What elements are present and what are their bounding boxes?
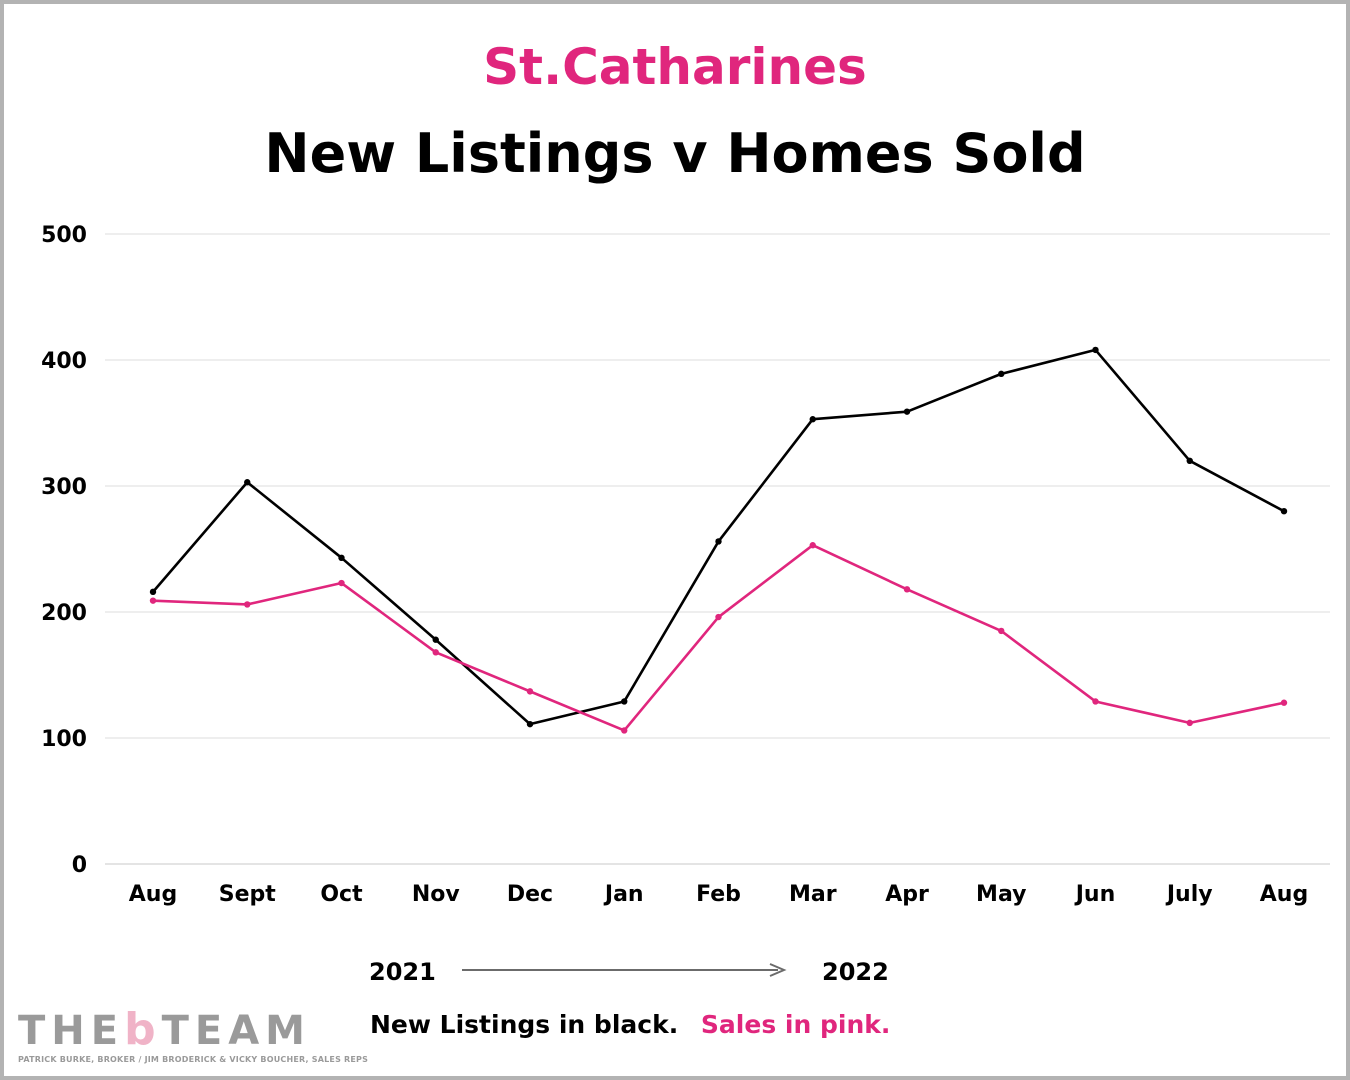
data-point xyxy=(526,688,534,695)
legend-sales: Sales in pink. xyxy=(700,1010,891,1039)
x-tick-label: Feb xyxy=(696,882,741,907)
arrow-right-icon xyxy=(462,963,787,977)
x-tick-label: Jan xyxy=(603,882,644,907)
data-point xyxy=(1186,719,1193,727)
chart-title: New Listings v Homes Sold xyxy=(264,122,1086,185)
data-point xyxy=(998,627,1005,635)
y-tick-label: 0 xyxy=(72,853,87,878)
logo-b: b xyxy=(124,1004,162,1055)
data-point xyxy=(244,601,251,608)
y-tick-label: 200 xyxy=(41,601,87,626)
logo-wordmark: THEbTEAM xyxy=(18,1004,308,1055)
data-point xyxy=(715,613,722,621)
logo-word-the: THE xyxy=(18,1008,125,1054)
year-start-label: 2021 xyxy=(369,958,436,986)
data-point xyxy=(1280,508,1288,515)
data-point xyxy=(1092,698,1099,705)
year-end-label: 2022 xyxy=(822,958,889,986)
data-point xyxy=(903,408,911,415)
x-tick-label: Mar xyxy=(789,882,837,907)
data-point xyxy=(621,698,628,705)
legend-listings: New Listings in black. xyxy=(370,1010,679,1039)
the-b-team-logo: THEbTEAM PATRICK BURKE, BROKER / JIM BRO… xyxy=(18,1004,369,1064)
data-point xyxy=(1280,699,1288,706)
data-point xyxy=(903,586,911,593)
x-tick-label: Oct xyxy=(320,882,363,907)
series-line-1 xyxy=(152,543,1285,732)
x-tick-label: Aug xyxy=(129,882,177,907)
data-point xyxy=(1092,346,1099,354)
data-point xyxy=(809,416,816,423)
chart-subtitle: St.Catharines xyxy=(483,38,867,96)
data-point xyxy=(1186,457,1193,464)
logo-word-team: TEAM xyxy=(161,1008,311,1054)
x-tick-label: Jun xyxy=(1074,882,1116,907)
data-point xyxy=(149,588,157,596)
y-tick-label: 400 xyxy=(41,349,87,374)
data-point xyxy=(338,579,345,587)
data-point xyxy=(715,538,722,545)
data-point xyxy=(244,479,251,486)
line-chart: 0 100 200 300 400 500 Aug Sept Oct Nov Dec Jan Feb Ma… xyxy=(41,223,1330,907)
x-tick-label: Apr xyxy=(885,882,929,907)
data-point xyxy=(526,720,534,728)
x-tick-label: July xyxy=(1165,882,1213,907)
data-point xyxy=(338,554,345,562)
legend: New Listings in black. Sales in pink. xyxy=(370,1010,890,1039)
x-tick-label: Sept xyxy=(219,882,277,907)
y-tick-label: 100 xyxy=(41,727,87,752)
data-point xyxy=(432,649,439,656)
y-tick-label: 300 xyxy=(41,475,87,500)
data-point xyxy=(432,636,439,643)
data-point xyxy=(998,370,1005,378)
data-point xyxy=(809,542,816,549)
series-line-0 xyxy=(152,348,1285,726)
logo-tagline: PATRICK BURKE, BROKER / JIM BRODERICK & … xyxy=(18,1055,369,1064)
x-tick-label: Dec xyxy=(507,882,553,907)
x-tick-label: May xyxy=(976,882,1026,907)
x-tick-label: Aug xyxy=(1260,882,1308,907)
data-point xyxy=(149,597,157,604)
x-tick-label: Nov xyxy=(412,882,461,907)
data-point xyxy=(621,727,628,734)
y-tick-label: 500 xyxy=(41,223,87,248)
